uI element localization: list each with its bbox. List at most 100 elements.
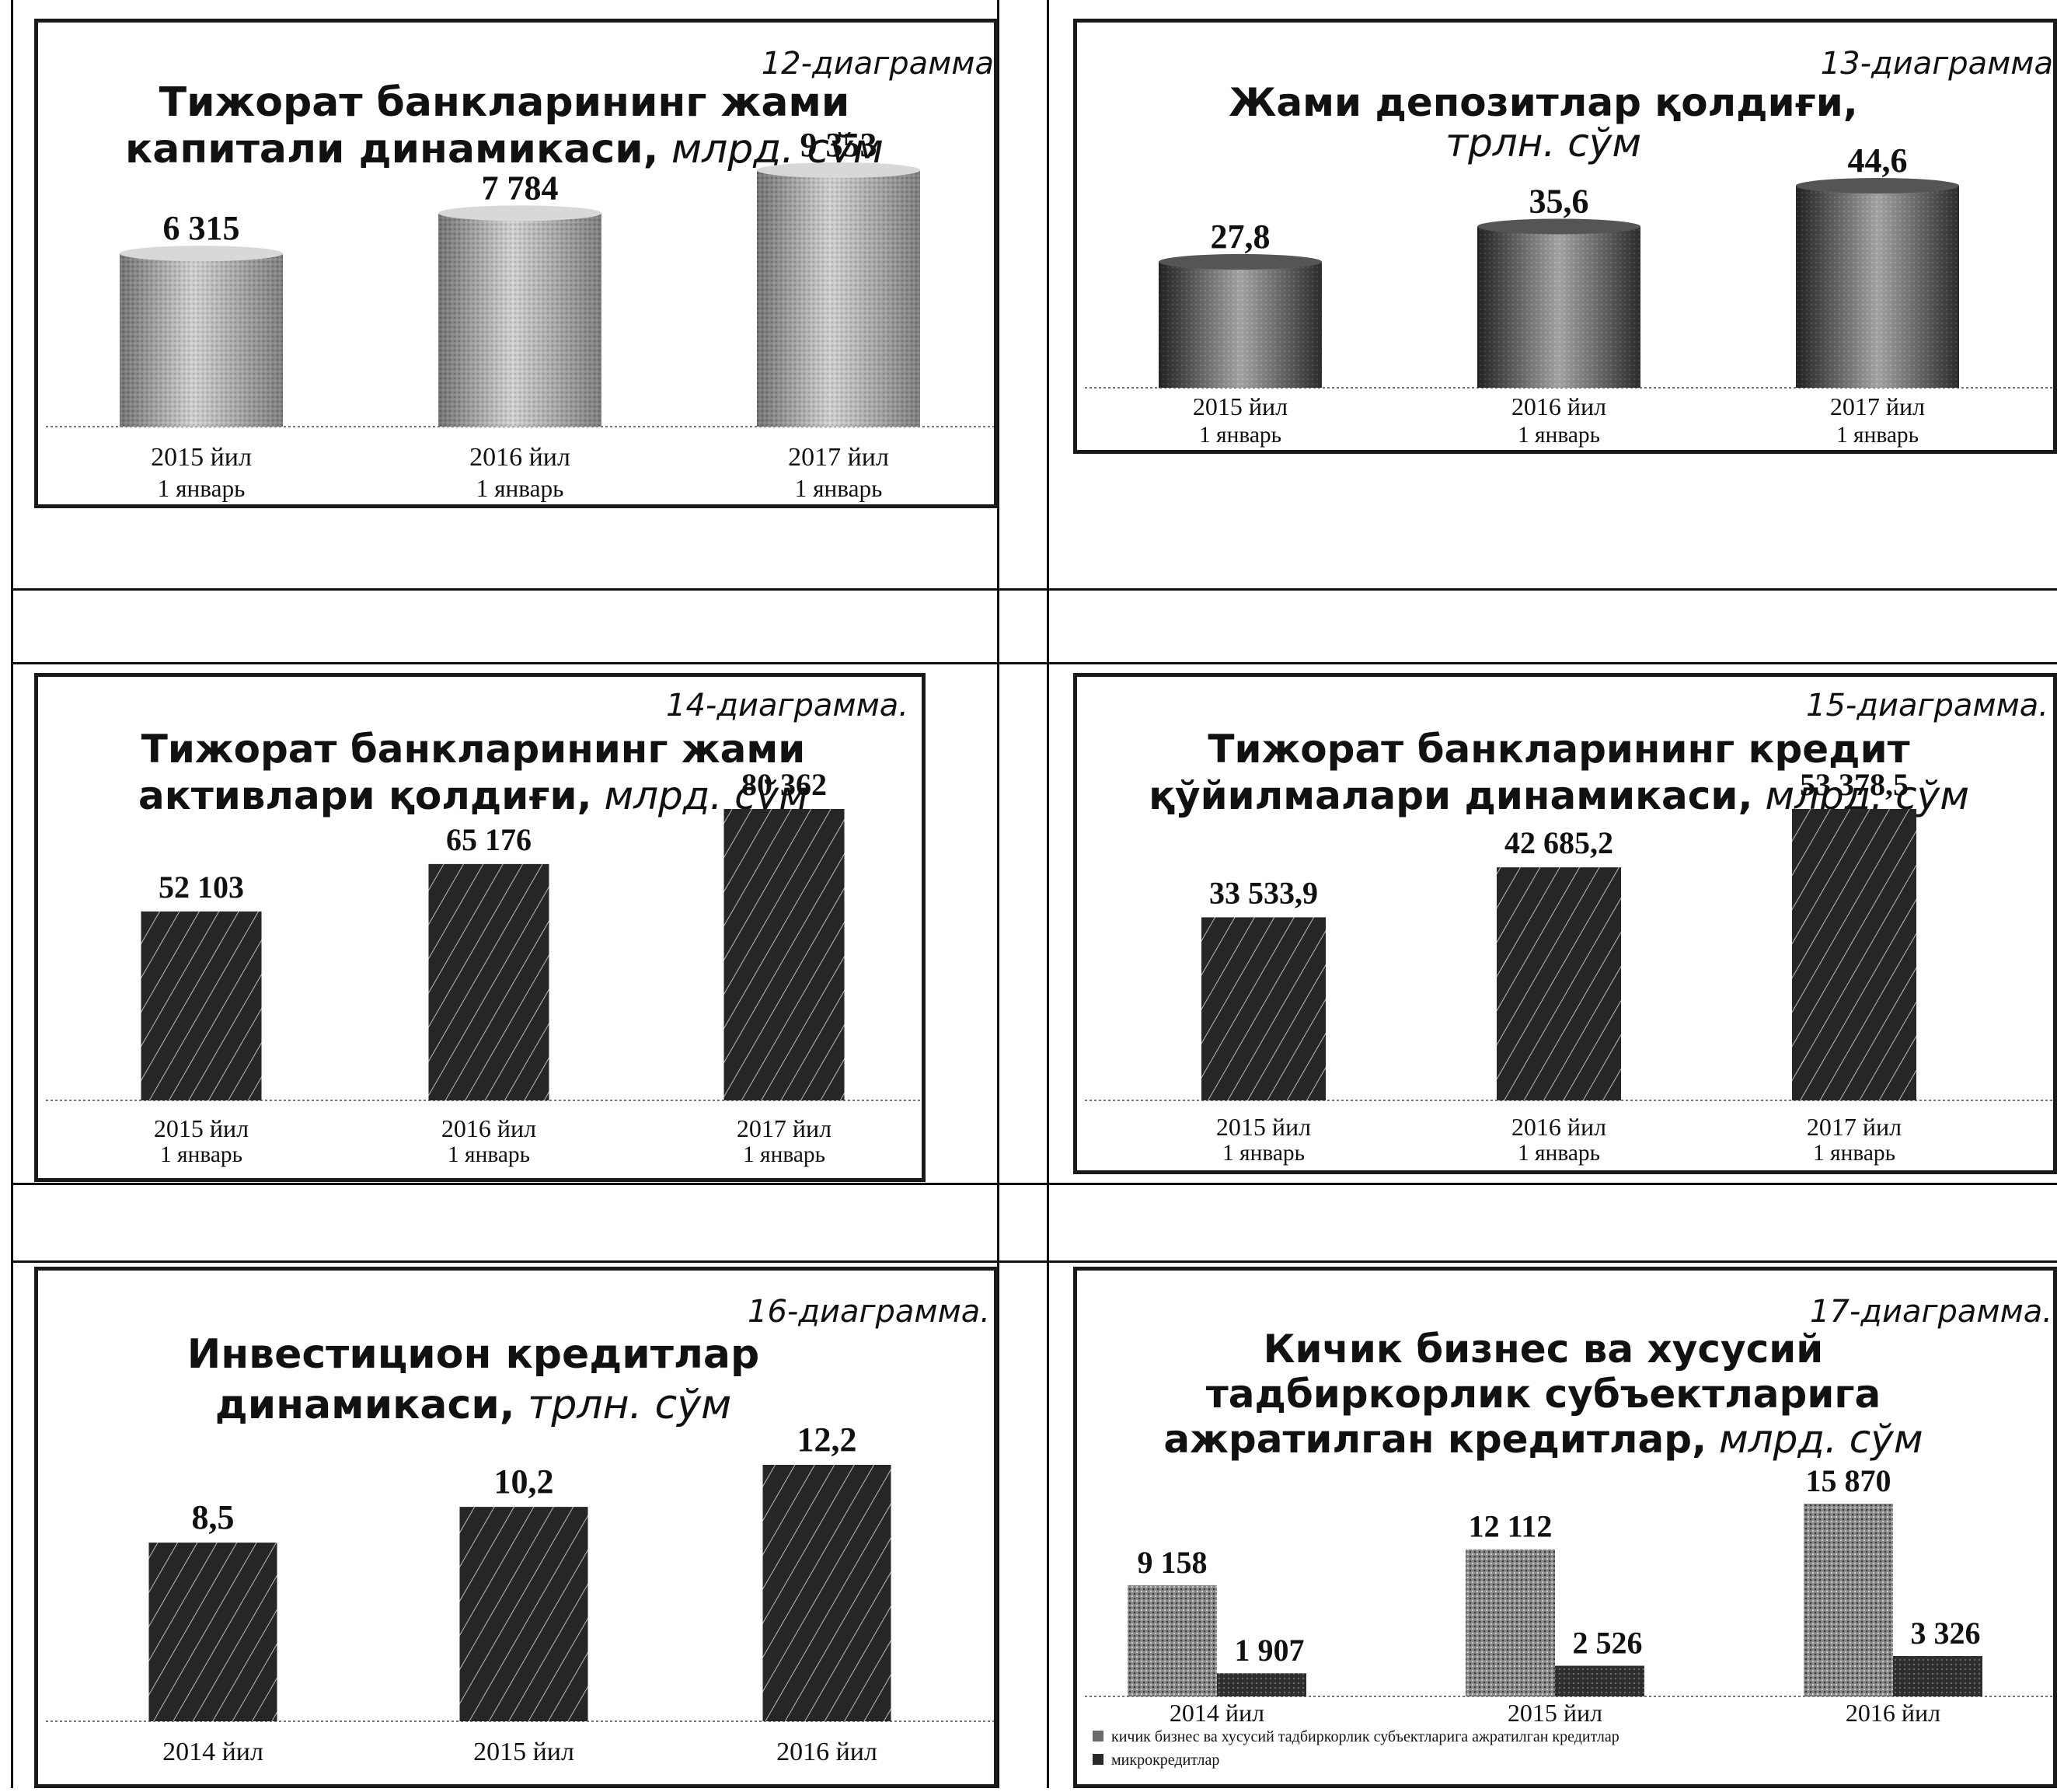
chart-svg: 14-диаграмма. Тижорат банкларининг жамиак…	[46, 688, 922, 1167]
chart-panel-17: 17-диаграмма. Кичик бизнес ва хусусий тадб…	[1073, 1267, 2057, 1788]
bar-texture	[1159, 261, 1322, 388]
bar-series-2	[1893, 1656, 1982, 1696]
bar-cap	[757, 162, 920, 178]
diagram-number: 15-диаграмма.	[1806, 688, 2048, 723]
data-label: 65 176	[446, 822, 532, 857]
data-label: 33 533,9	[1209, 875, 1318, 910]
chart-title-line: капитали динамикаси, млрд. сўм	[125, 126, 884, 173]
legend-swatch	[1093, 1754, 1103, 1765]
data-label: 15 870	[1806, 1463, 1891, 1498]
x-tick-label: 2016 йил	[441, 1114, 536, 1142]
chart-title-line: Инвестицион кредитлар	[187, 1331, 760, 1378]
data-label: 7 784	[482, 169, 559, 207]
bar-cap	[438, 205, 601, 221]
x-tick-label: 2016 йил	[469, 443, 570, 472]
bar	[762, 1465, 891, 1721]
page-grid-line	[11, 1183, 2057, 1185]
data-label: 52 103	[159, 870, 244, 905]
bar	[428, 863, 549, 1100]
diagram-number: 13-диаграмма	[1821, 46, 2053, 82]
x-tick-label: 1 январь	[1836, 423, 1919, 448]
chart-svg: 16-диаграмма.Инвестицион кредитлардинами…	[46, 1294, 994, 1766]
bar	[1792, 809, 1916, 1100]
data-label: 9 353	[800, 126, 877, 164]
chart-svg: 15-диаграмма. Тижорат банкларининг кредит…	[1085, 688, 2053, 1166]
x-tick-label: 2015 йил	[1216, 1113, 1311, 1141]
chart-title-line: Тижорат банкларининг жами	[141, 727, 806, 772]
data-label: 27,8	[1211, 218, 1271, 256]
chart-title-line: Жами депозитлар қолдиғи,	[1229, 80, 1858, 125]
bar-texture	[438, 213, 601, 427]
data-label: 80 362	[741, 767, 827, 802]
chart-title-line: Тижорат банкларининг кредит	[1208, 727, 1909, 772]
chart-title-line: ажратилган кредитлар, млрд. сўм	[1163, 1417, 1923, 1462]
data-label: 2 526	[1573, 1626, 1643, 1661]
chart-unit: трлн. сўм	[515, 1382, 732, 1428]
chart-title-line: Тижорат банкларининг жами	[159, 79, 850, 126]
page-grid-line	[11, 588, 2057, 591]
x-tick-label: 2015 йил	[1508, 1699, 1602, 1727]
bar-series-2	[1217, 1673, 1306, 1696]
bar-texture	[1796, 186, 1959, 388]
data-label: 3 326	[1911, 1616, 1981, 1651]
chart-panel-16: 16-диаграмма. Инвестицион кредитлар динами…	[34, 1267, 998, 1788]
diagram-number: 17-диаграмма.	[1810, 1294, 2052, 1330]
chart-title-line: Кичик бизнес ва хусусий	[1264, 1327, 1824, 1372]
bar-cap	[1477, 218, 1640, 235]
bar	[148, 1543, 277, 1721]
x-tick-label: 1 январь	[1813, 1141, 1895, 1166]
bar-cap	[120, 246, 283, 262]
x-tick-label: 2016 йил	[1846, 1699, 1940, 1727]
x-tick-label: 2016 йил	[1511, 1113, 1606, 1141]
chart-title-line: динамикаси, трлн. сўм	[215, 1382, 732, 1428]
diagram-number: 14-диаграмма.	[666, 688, 908, 723]
chart-panel-15: 15-диаграмма. Тижорат банкларининг кредит…	[1073, 673, 2057, 1174]
x-tick-label: 2016 йил	[1511, 392, 1606, 420]
bar	[459, 1507, 588, 1721]
chart-title-line: активлари қолдиғи, млрд. сўм	[138, 773, 808, 818]
x-tick-label: 1 январь	[1518, 1141, 1600, 1166]
data-label: 12,2	[797, 1421, 857, 1459]
x-tick-label: 1 январь	[158, 475, 246, 502]
x-tick-label: 1 январь	[1222, 1141, 1305, 1166]
data-label: 10,2	[494, 1463, 554, 1501]
x-tick-label: 2016 йил	[776, 1738, 877, 1766]
data-label: 8,5	[192, 1498, 235, 1536]
legend-label: кичик бизнес ва хусусий тадбиркорлик суб…	[1111, 1728, 1619, 1745]
bar-texture	[1477, 226, 1640, 388]
bar-series-1	[1804, 1504, 1893, 1696]
page-grid-line	[997, 0, 999, 1788]
data-label: 44,6	[1848, 141, 1908, 180]
chart-panel-14: 14-диаграмма. Тижорат банкларининг жами ак…	[34, 673, 926, 1182]
data-label: 12 112	[1469, 1509, 1553, 1544]
data-label: 6 315	[163, 209, 240, 247]
x-tick-label: 2014 йил	[162, 1738, 263, 1766]
diagram-number: 12-диаграмма	[762, 46, 994, 82]
chart-svg: 17-диаграмма.Кичик бизнес ва хусусийтадб…	[1085, 1294, 2053, 1769]
x-tick-label: 1 январь	[448, 1142, 530, 1167]
chart-unit: млрд. сўм	[1707, 1417, 1923, 1462]
x-tick-label: 2015 йил	[151, 443, 252, 472]
bar	[1497, 867, 1621, 1100]
page-grid-line	[11, 662, 2057, 664]
data-label: 1 907	[1235, 1633, 1305, 1668]
x-tick-label: 2017 йил	[737, 1114, 832, 1142]
bar-series-2	[1555, 1665, 1644, 1696]
x-tick-label: 2017 йил	[1807, 1113, 1902, 1141]
x-tick-label: 2015 йил	[473, 1738, 574, 1766]
diagram-number: 16-диаграмма.	[748, 1294, 990, 1330]
bar	[141, 911, 262, 1100]
data-label: 53 378,5	[1800, 767, 1909, 802]
x-tick-label: 1 январь	[476, 475, 564, 502]
page-grid-line	[1047, 0, 1049, 1788]
x-tick-label: 1 январь	[743, 1142, 825, 1167]
page-grid-line	[11, 1260, 2057, 1263]
page-grid-line	[11, 0, 13, 1788]
legend-label: микрокредитлар	[1111, 1752, 1219, 1769]
x-tick-label: 1 январь	[160, 1142, 242, 1167]
bar-texture	[120, 253, 283, 427]
legend-swatch	[1093, 1731, 1103, 1741]
bar	[723, 809, 845, 1100]
